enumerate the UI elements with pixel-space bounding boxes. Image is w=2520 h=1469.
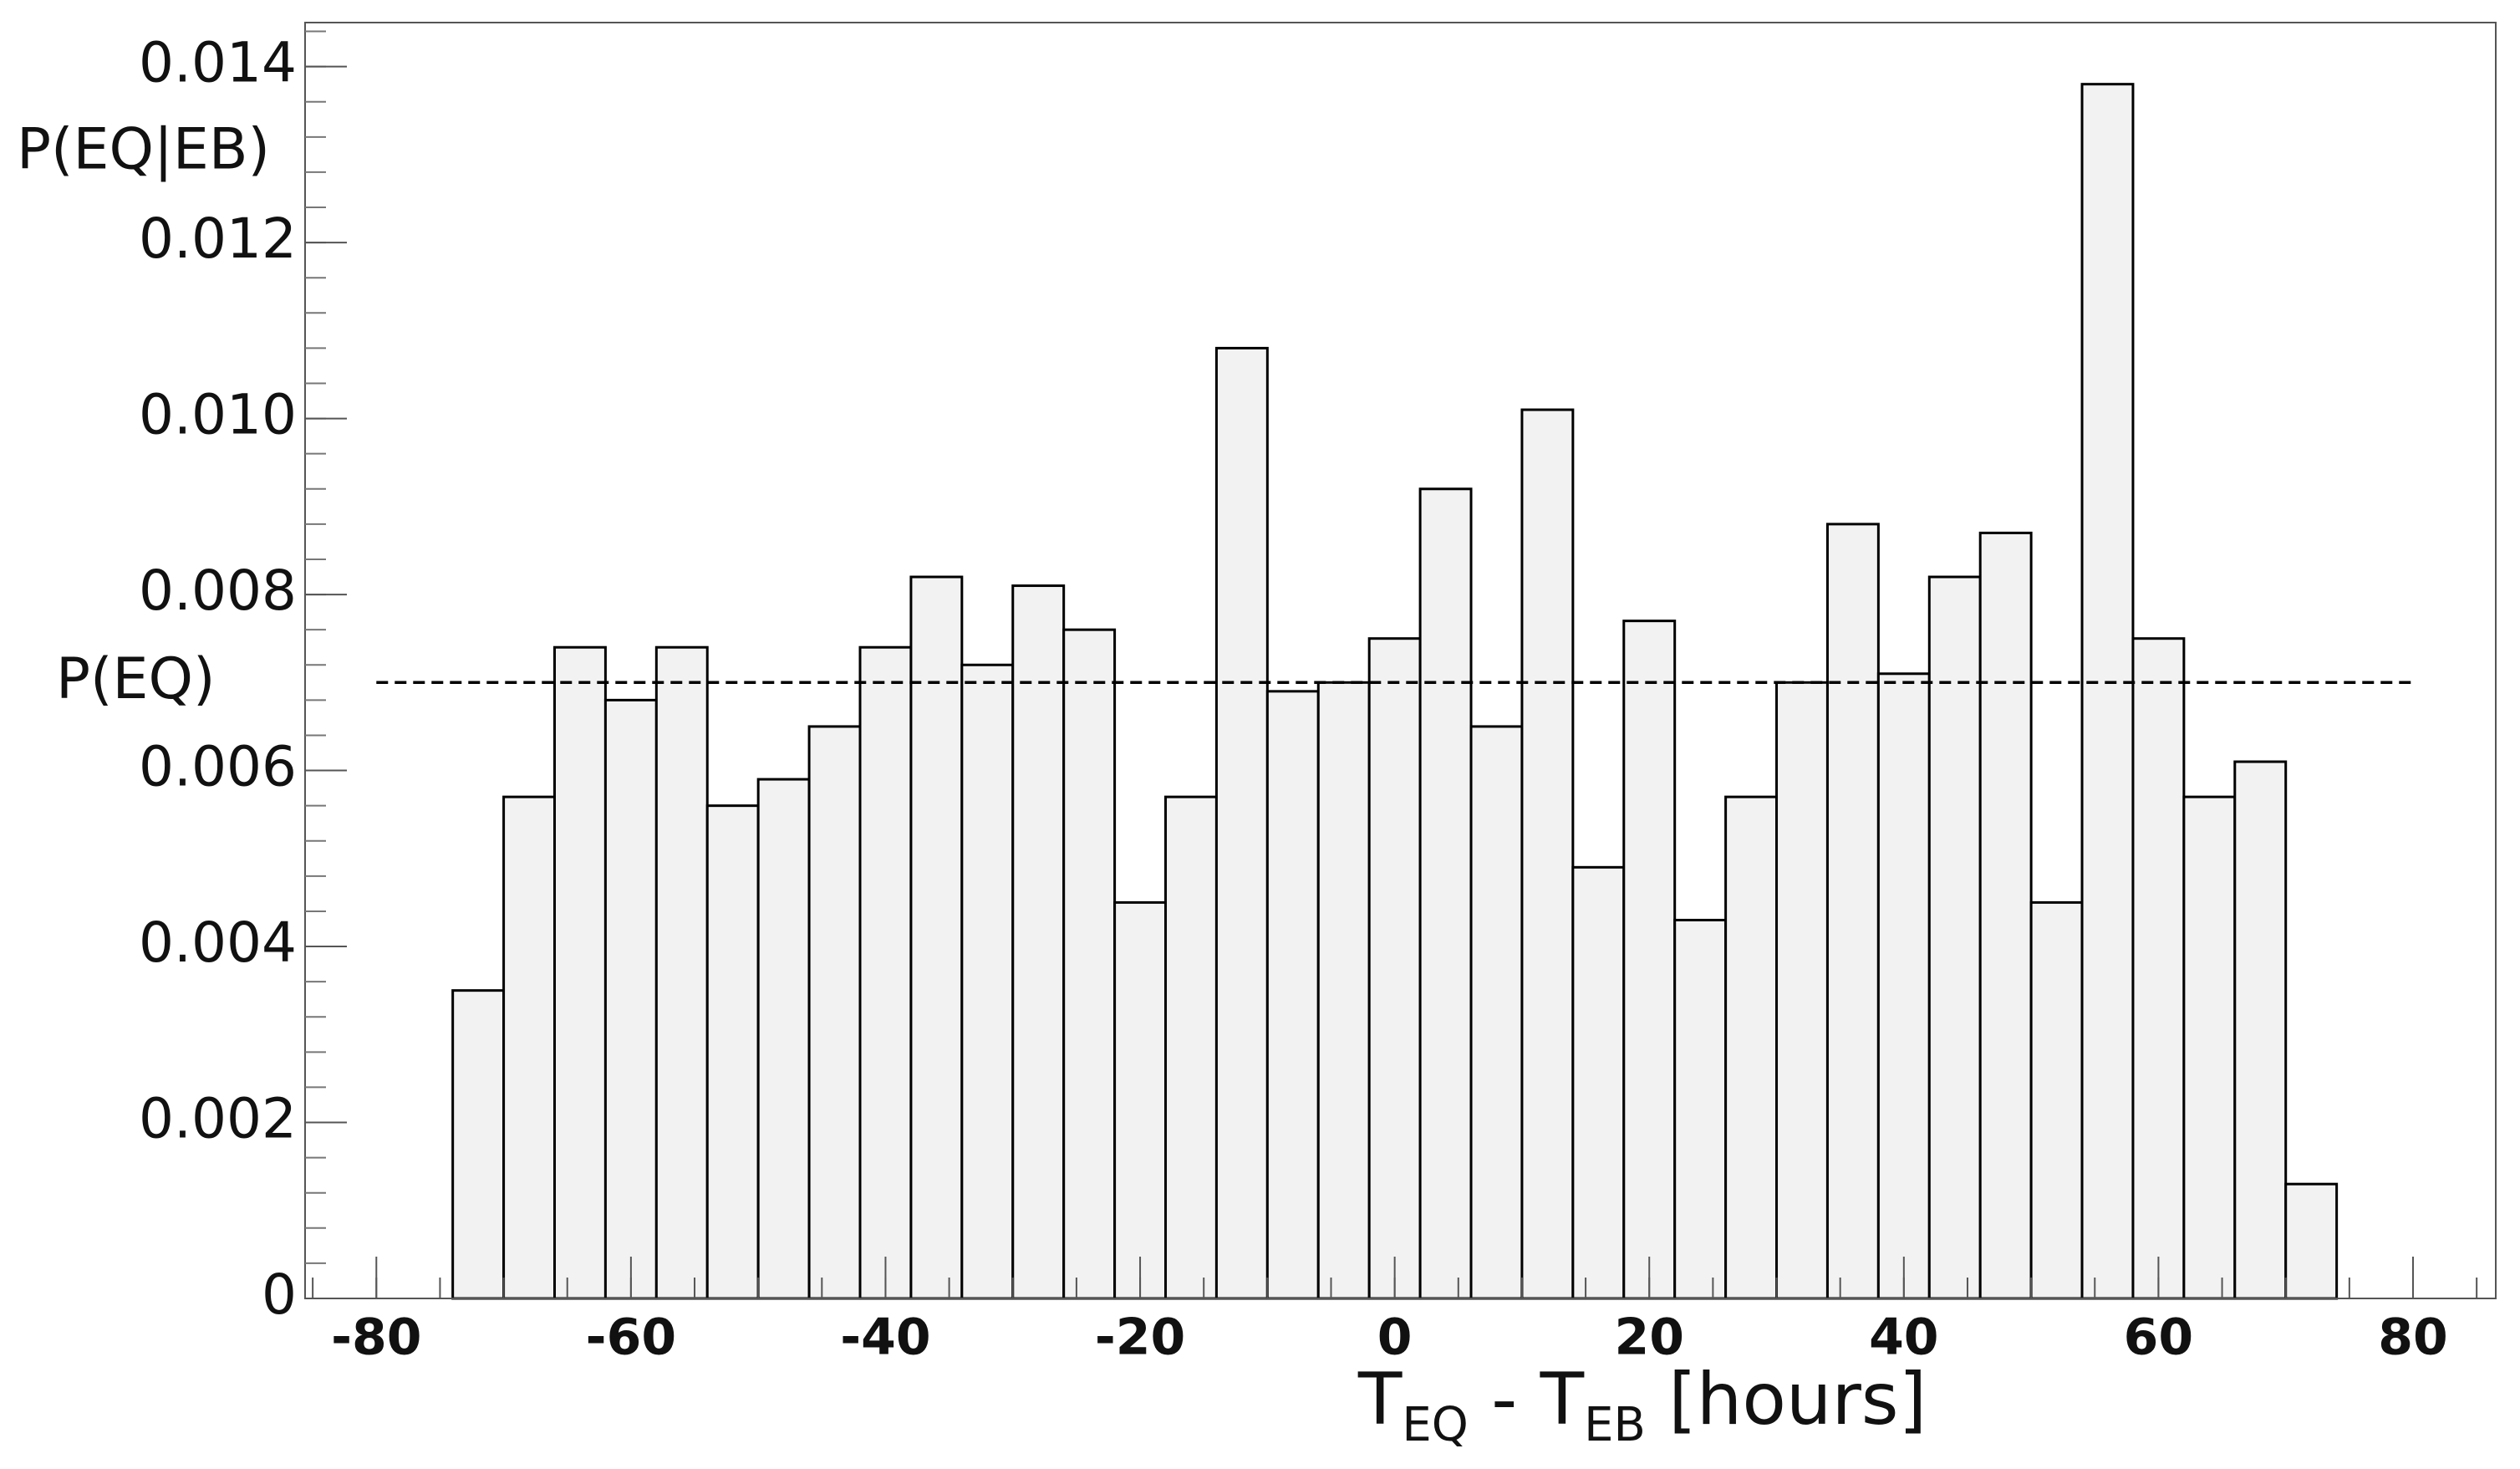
reference-label: P(EQ): [56, 646, 216, 712]
y-tick-label: 0.014: [139, 31, 297, 95]
bar: [960, 663, 1015, 1300]
bar: [552, 645, 607, 1300]
bar: [1062, 628, 1117, 1300]
y-tick-label: 0.012: [139, 207, 297, 271]
bar: [451, 989, 506, 1300]
bar: [2029, 900, 2084, 1300]
bar: [1520, 408, 1575, 1300]
bar: [1367, 637, 1422, 1300]
x-label-part: T: [1357, 1358, 1403, 1441]
bar: [502, 795, 556, 1300]
bar: [1113, 900, 1168, 1300]
x-axis-label: TEQ - TEB [hours]: [1357, 1358, 1927, 1452]
bar: [1011, 584, 1066, 1300]
bar: [654, 645, 709, 1300]
x-tick-label: 40: [1869, 1308, 1939, 1367]
x-tick-label: -20: [1095, 1308, 1185, 1367]
bar: [1673, 918, 1728, 1300]
bar: [1214, 346, 1269, 1300]
y-tick-label: 0.004: [139, 910, 297, 975]
bar: [1418, 487, 1473, 1300]
bar: [1164, 795, 1218, 1300]
bar: [1978, 531, 2033, 1300]
bar: [1927, 575, 1982, 1300]
bar: [2182, 795, 2237, 1300]
bar: [1571, 865, 1626, 1300]
bar: [1469, 725, 1524, 1300]
x-tick-label: 20: [1614, 1308, 1684, 1367]
y-tick-label: 0.010: [139, 383, 297, 447]
x-label-sub: EB: [1584, 1398, 1646, 1452]
x-label-part: [hours]: [1646, 1358, 1927, 1441]
y-tick-label: 0: [262, 1262, 297, 1327]
x-tick-label: -60: [586, 1308, 676, 1367]
bar: [603, 698, 658, 1300]
bar: [807, 725, 862, 1300]
bar: [756, 778, 811, 1300]
bar: [1876, 672, 1931, 1300]
x-tick-label: -40: [840, 1308, 930, 1367]
bar: [2131, 637, 2186, 1300]
x-tick-label: 80: [2378, 1308, 2448, 1367]
bar: [1316, 681, 1371, 1300]
y-axis-label: P(EQ|EB): [17, 117, 270, 183]
bar: [2080, 83, 2135, 1300]
bar: [1724, 795, 1779, 1300]
bar: [1775, 681, 1829, 1300]
x-label-part: - T: [1469, 1358, 1585, 1441]
bar: [2284, 1182, 2339, 1300]
plot-frame: [304, 22, 2497, 1299]
y-tick-label: 0.006: [139, 735, 297, 799]
bar: [1265, 690, 1320, 1300]
bar: [858, 645, 913, 1300]
bar: [705, 804, 760, 1300]
x-tick-label: 60: [2124, 1308, 2194, 1367]
y-tick-label: 0.002: [139, 1087, 297, 1151]
bar: [2233, 760, 2288, 1300]
x-tick-label: 0: [1377, 1308, 1413, 1367]
bar: [1622, 620, 1677, 1300]
x-label-sub: EQ: [1402, 1398, 1468, 1452]
bar: [909, 575, 964, 1300]
x-tick-label: -80: [331, 1308, 421, 1367]
bar: [1825, 523, 1880, 1300]
y-tick-label: 0.008: [139, 559, 297, 623]
